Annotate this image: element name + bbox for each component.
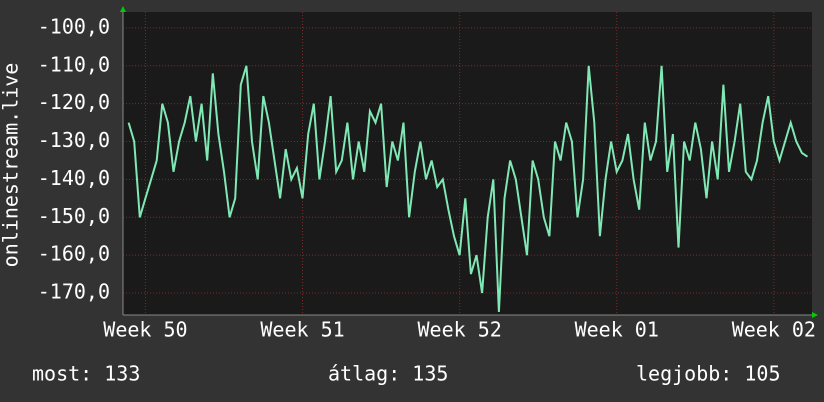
y-tick-label: -120,0 (38, 90, 110, 114)
x-tick-label: Week 01 (575, 318, 659, 342)
y-axis-label: onlinestream.live (0, 63, 23, 268)
y-tick-label: -100,0 (38, 14, 110, 38)
x-tick-label: Week 52 (417, 318, 501, 342)
y-tick-label: -160,0 (38, 242, 110, 266)
y-tick-label: -110,0 (38, 52, 110, 76)
footer-current: most: 133 (32, 362, 140, 386)
y-tick-label: -140,0 (38, 166, 110, 190)
data-line (127, 65, 809, 313)
y-tick-label: -130,0 (38, 128, 110, 152)
x-tick-label: Week 50 (103, 318, 187, 342)
plot (127, 65, 809, 313)
x-tick-label: Week 02 (732, 318, 816, 342)
y-tick-label: -150,0 (38, 204, 110, 228)
footer-average: átlag: 135 (328, 362, 448, 386)
plot-area (123, 12, 812, 315)
axis-arrow (812, 312, 818, 318)
footer-best: legjobb: 105 (636, 362, 781, 386)
y-tick-label: -170,0 (38, 280, 110, 304)
x-tick-label: Week 51 (260, 318, 344, 342)
axis-arrow (120, 6, 126, 12)
